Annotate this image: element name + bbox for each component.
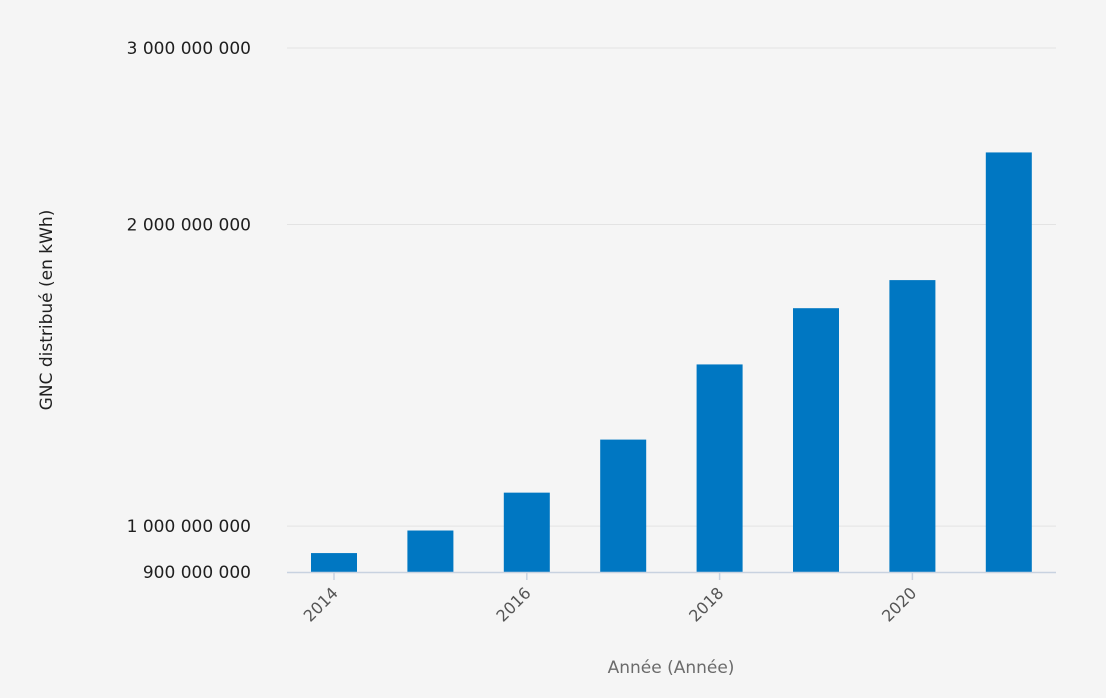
bar-2019[interactable]: [793, 308, 839, 572]
y-tick-label: 3 000 000 000: [127, 39, 251, 59]
bar-2020[interactable]: [889, 280, 936, 572]
bar-2014[interactable]: [311, 553, 357, 572]
x-axis-title: Année (Année): [608, 658, 735, 678]
y-tick-label: 900 000 000: [143, 563, 251, 583]
x-tick-label: 2016: [492, 583, 534, 625]
bar-2018[interactable]: [696, 364, 743, 572]
x-ticks: [333, 572, 914, 580]
y-tick-labels: 900 000 000 1 000 000 000 2 000 000 000 3 0…: [127, 39, 251, 583]
x-tick-label: 2018: [685, 583, 727, 625]
bar-2015[interactable]: [407, 530, 454, 572]
grid-lines: [287, 47, 1056, 527]
bar-2021[interactable]: [985, 152, 1032, 572]
x-tick-label: 2020: [878, 583, 920, 625]
y-tick-label: 2 000 000 000: [127, 215, 251, 235]
y-axis-title: GNC distribué (en kWh): [37, 210, 57, 411]
bar-2017[interactable]: [600, 439, 647, 572]
bar-2016[interactable]: [503, 492, 550, 572]
y-tick-label: 1 000 000 000: [127, 517, 251, 537]
bars: [311, 152, 1032, 572]
x-tick-label: 2014: [300, 583, 342, 625]
x-tick-labels: 2014 2016 2018 2020: [300, 583, 921, 625]
